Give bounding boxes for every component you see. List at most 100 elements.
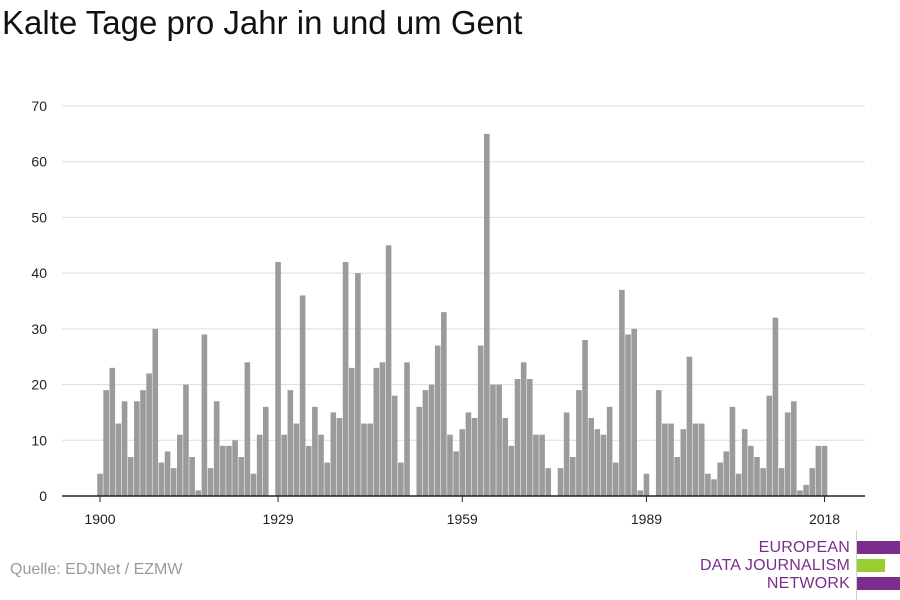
- grid-lines: [62, 105, 865, 441]
- bar: [115, 423, 122, 496]
- bar: [748, 445, 754, 496]
- bar: [612, 462, 619, 496]
- bar: [698, 423, 705, 496]
- bar: [256, 434, 263, 496]
- bar: [97, 473, 103, 496]
- bar: [348, 367, 355, 496]
- x-tick-label: 1929: [262, 511, 293, 527]
- bar: [428, 384, 435, 496]
- chart-title: Kalte Tage pro Jahr in und um Gent: [2, 4, 523, 41]
- bar: [379, 362, 386, 496]
- bar: [447, 434, 453, 496]
- logo-text-line: NETWORK: [766, 575, 850, 592]
- x-tick-label: 1989: [631, 511, 662, 527]
- bar: [287, 390, 294, 496]
- bars: [97, 133, 828, 497]
- bar: [226, 445, 232, 496]
- source-note: Quelle: EDJNet / EZMW: [10, 561, 183, 578]
- bar: [312, 406, 318, 496]
- x-tick-label: 1900: [84, 511, 115, 527]
- logo-bar-green: [857, 559, 885, 572]
- bar: [729, 406, 736, 496]
- bar: [164, 451, 171, 496]
- bar: [766, 395, 773, 496]
- bar: [631, 328, 637, 496]
- bar: [797, 490, 803, 496]
- bar: [754, 457, 760, 496]
- y-tick-label: 60: [31, 154, 47, 170]
- bar: [705, 473, 711, 496]
- bar: [520, 362, 527, 496]
- bar: [453, 451, 459, 496]
- y-tick-label: 70: [31, 98, 47, 114]
- bar: [373, 367, 380, 496]
- logo-bar-purple-top: [857, 541, 900, 554]
- bar: [195, 490, 202, 496]
- bar: [213, 401, 220, 496]
- bar: [600, 434, 607, 496]
- bar: [434, 345, 441, 496]
- bar: [514, 379, 521, 496]
- bar: [305, 445, 312, 496]
- bar: [477, 345, 484, 496]
- bar: [281, 434, 287, 496]
- bar: [539, 434, 545, 496]
- bar: [594, 429, 601, 496]
- bar: [250, 473, 257, 496]
- bar: [404, 362, 410, 496]
- y-tick-label: 0: [39, 488, 47, 504]
- bar: [398, 462, 404, 496]
- bar: [723, 451, 730, 496]
- bar: [330, 412, 337, 496]
- bar: [711, 479, 717, 496]
- bar: [275, 262, 281, 496]
- bar: [391, 395, 398, 496]
- bar: [465, 412, 472, 496]
- bar: [643, 473, 650, 496]
- bar: [784, 412, 791, 496]
- bar: [361, 423, 367, 496]
- bar: [563, 412, 570, 496]
- bar: [668, 423, 674, 496]
- bar: [183, 384, 189, 496]
- bar: [127, 457, 134, 496]
- bar: [772, 317, 779, 496]
- bar: [490, 384, 496, 496]
- bar: [606, 406, 613, 496]
- bar: [459, 429, 466, 496]
- bar: [619, 289, 625, 496]
- bar: [385, 245, 392, 496]
- bar: [336, 418, 343, 496]
- bar: [158, 462, 165, 496]
- bar: [232, 440, 238, 496]
- bar: [152, 328, 159, 496]
- bar: [569, 457, 576, 496]
- bar: [140, 390, 146, 496]
- bar: [109, 367, 116, 496]
- bar: [121, 401, 128, 496]
- bar: [484, 133, 490, 497]
- bar: [527, 379, 533, 496]
- bar: [318, 434, 324, 496]
- logo-text-line: DATA JOURNALISM: [700, 557, 850, 574]
- bar: [201, 334, 208, 496]
- bar: [103, 390, 109, 496]
- bar: [441, 312, 447, 496]
- bar: [735, 473, 742, 496]
- bar: [220, 445, 226, 496]
- x-axis-labels: 1900 1929 1959 1989 2018: [84, 511, 840, 527]
- bar: [367, 423, 373, 496]
- bar: [778, 468, 785, 496]
- logo-divider: [856, 530, 857, 600]
- bar: [637, 490, 644, 496]
- bar: [576, 390, 582, 496]
- x-tick-label: 2018: [809, 511, 840, 527]
- bar: [680, 429, 687, 496]
- logo-text-line: EUROPEAN: [758, 539, 850, 556]
- bar: [134, 401, 140, 496]
- bar: [741, 429, 748, 496]
- bar: [342, 262, 349, 496]
- bar: [625, 334, 631, 496]
- bar: [177, 434, 183, 496]
